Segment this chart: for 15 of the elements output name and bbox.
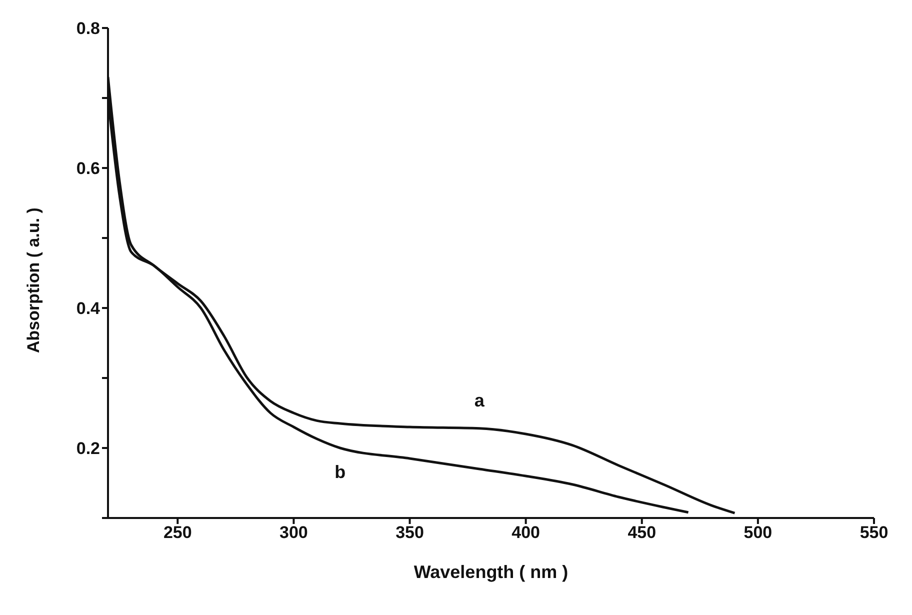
x-tick-label: 400 (512, 523, 540, 542)
x-tick-label: 550 (860, 523, 888, 542)
y-tick-label: 0.6 (76, 159, 100, 178)
series-label: b (334, 462, 346, 482)
series-label: a (474, 390, 486, 410)
x-tick-label: 450 (628, 523, 656, 542)
x-tick-label: 250 (163, 523, 192, 542)
y-tick-label: 0.8 (76, 19, 100, 38)
y-axis-title: Absorption ( a.u. ) (24, 208, 44, 353)
x-tick-label: 350 (396, 523, 424, 542)
x-tick-label: 300 (280, 523, 308, 542)
x-axis-title: Wavelength ( nm ) (414, 562, 568, 582)
y-tick-label: 0.2 (76, 439, 100, 458)
x-tick-label: 500 (744, 523, 772, 542)
y-tick-label: 0.4 (76, 299, 101, 318)
